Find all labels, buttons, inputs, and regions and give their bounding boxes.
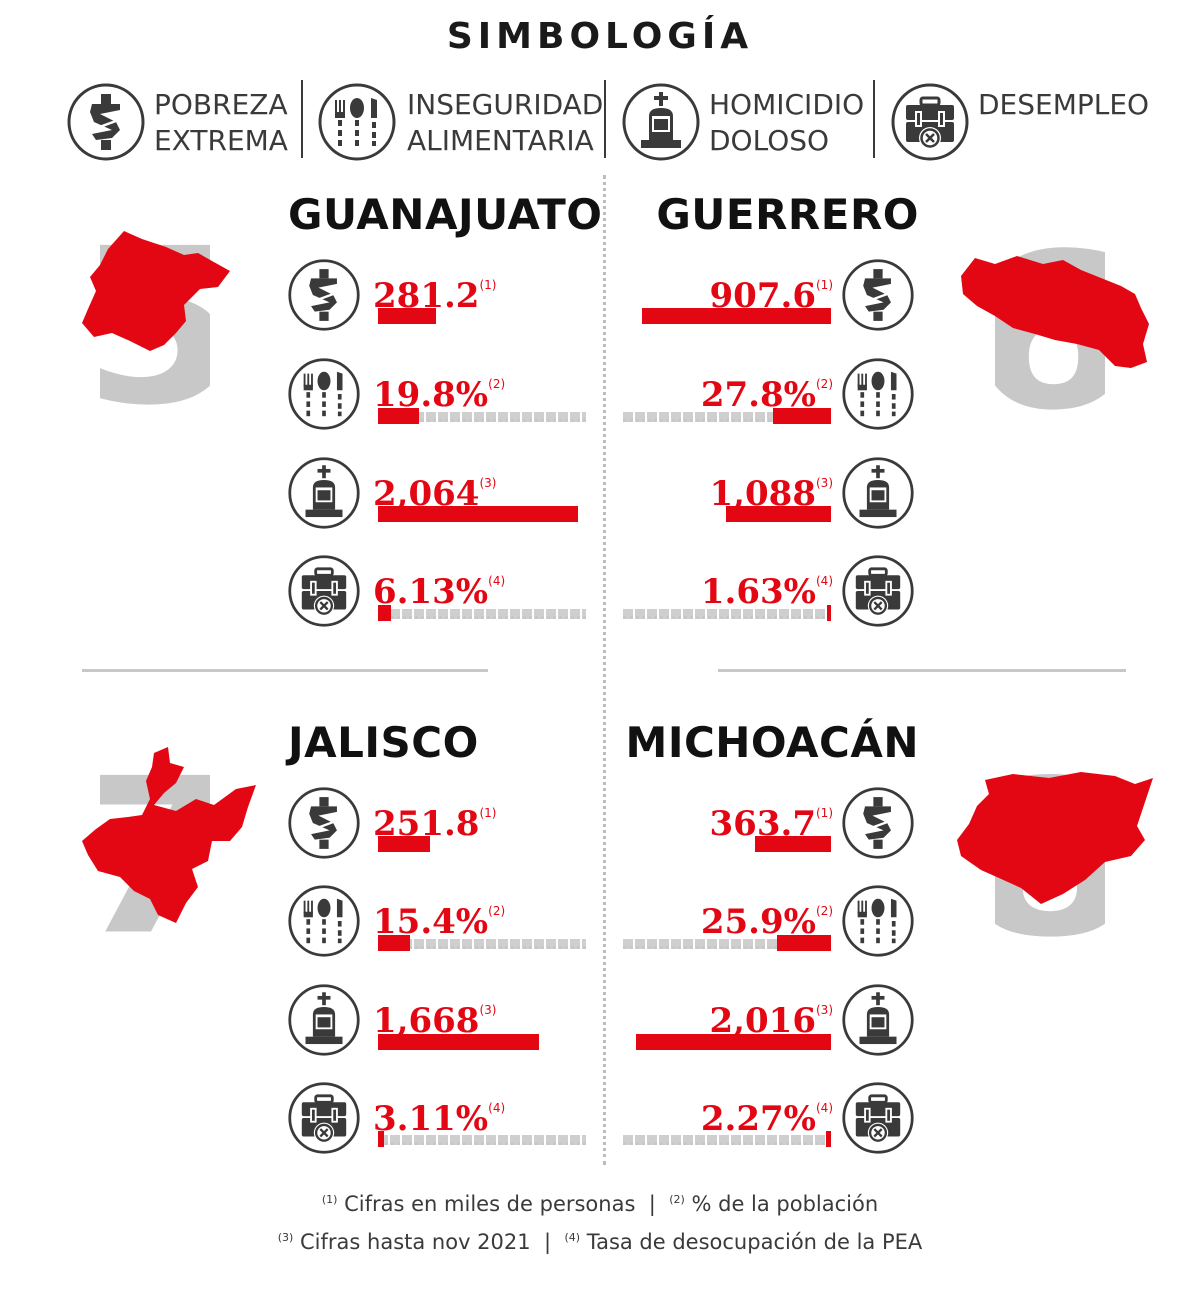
footnote-ref: (3) xyxy=(479,1003,497,1017)
bar-inseguridad-alimentaria-jalisco xyxy=(378,935,410,951)
footnote-ref: (1) xyxy=(479,806,497,820)
guanajuato-map xyxy=(82,231,230,351)
footnote-ref: (3) xyxy=(479,476,497,490)
bar-track xyxy=(378,609,586,619)
cutlery-icon xyxy=(317,82,397,162)
footnote-3: Cifras hasta nov 2021 xyxy=(300,1230,531,1254)
michoacan-map xyxy=(957,772,1153,904)
legend-divider xyxy=(301,80,303,158)
footnote-ref: (2) xyxy=(488,377,506,391)
briefcase-x-icon xyxy=(890,82,970,162)
tombstone-icon xyxy=(841,456,915,530)
state-name-guerrero: GUERRERO xyxy=(656,190,919,239)
bar-track xyxy=(623,939,831,949)
legend-label-line2: DOLOSO xyxy=(709,124,830,157)
money-icon xyxy=(66,82,146,162)
bar-desempleo-michoacán xyxy=(826,1131,831,1147)
legend-label-line1: HOMICIDIO xyxy=(709,88,865,121)
bar-desempleo-guerrero xyxy=(827,605,831,621)
briefcase-x-icon xyxy=(287,554,361,628)
bar-inseguridad-alimentaria-guerrero xyxy=(773,408,831,424)
briefcase-x-icon xyxy=(841,554,915,628)
bar-track xyxy=(623,412,831,422)
horizontal-divider xyxy=(718,669,1126,672)
bar-track xyxy=(378,412,586,422)
bar-track xyxy=(378,939,586,949)
footnote-2: % de la población xyxy=(691,1192,879,1216)
legend-label-line1: DESEMPLEO xyxy=(978,88,1150,121)
bar-pobreza-extrema-jalisco xyxy=(378,836,430,852)
money-icon xyxy=(841,258,915,332)
footnote-ref: (2) xyxy=(815,377,833,391)
legend-label-line1: POBREZA xyxy=(154,88,288,121)
bar-homicidio-doloso-jalisco xyxy=(378,1034,539,1050)
bar-track xyxy=(378,1135,586,1145)
legend-title: SIMBOLOGÍA xyxy=(446,16,754,57)
money-icon xyxy=(287,786,361,860)
horizontal-divider xyxy=(82,669,488,672)
data-label: 3.11%(4) xyxy=(373,1099,506,1139)
footnote-ref: (4) xyxy=(815,1101,833,1115)
tombstone-icon xyxy=(841,983,915,1057)
data-label: 25.9%(2) xyxy=(700,902,833,942)
state-name-jalisco: JALISCO xyxy=(288,718,479,767)
bar-pobreza-extrema-michoacán xyxy=(755,836,831,852)
footnote-line-2: (3) Cifras hasta nov 2021 | (4) Tasa de … xyxy=(277,1230,923,1254)
footnote-1: Cifras en miles de personas xyxy=(344,1192,636,1216)
bar-homicidio-doloso-guerrero xyxy=(726,506,831,522)
footnote-ref: (4) xyxy=(488,1101,506,1115)
footnote-4: Tasa de desocupación de la PEA xyxy=(586,1230,923,1254)
footnote-ref: (4) xyxy=(488,574,506,588)
bar-track xyxy=(623,609,831,619)
legend-label-line2: EXTREMA xyxy=(154,124,288,157)
footnote-ref: (3) xyxy=(815,1003,833,1017)
cutlery-icon xyxy=(287,884,361,958)
legend-label-line1: INSEGURIDAD xyxy=(407,88,604,121)
footnote-line-1: (1) Cifras en miles de personas | (2) % … xyxy=(321,1192,879,1216)
bar-pobreza-extrema-guerrero xyxy=(642,308,831,324)
cutlery-icon xyxy=(841,357,915,431)
legend-divider xyxy=(873,80,875,158)
cutlery-icon xyxy=(287,357,361,431)
bar-desempleo-jalisco xyxy=(378,1131,384,1147)
bar-inseguridad-alimentaria-michoacán xyxy=(777,935,831,951)
footnote-ref: (1) xyxy=(815,278,833,292)
footnote-ref: (1) xyxy=(815,806,833,820)
center-divider xyxy=(603,175,606,1165)
bar-desempleo-guanajuato xyxy=(378,605,391,621)
bar-pobreza-extrema-guanajuato xyxy=(378,308,436,324)
money-icon xyxy=(841,786,915,860)
briefcase-x-icon xyxy=(841,1081,915,1155)
briefcase-x-icon xyxy=(287,1081,361,1155)
tombstone-icon xyxy=(287,456,361,530)
footnote-ref: (3) xyxy=(815,476,833,490)
legend-label-line2: ALIMENTARIA xyxy=(407,124,594,157)
data-label: 2.27%(4) xyxy=(700,1099,833,1139)
footnote-ref: (4) xyxy=(815,574,833,588)
tombstone-icon xyxy=(621,82,701,162)
bar-homicidio-doloso-michoacán xyxy=(636,1034,831,1050)
bar-track xyxy=(623,1135,831,1145)
state-name-michoacan: MICHOACÁN xyxy=(625,718,919,767)
footnote-ref: (2) xyxy=(488,904,506,918)
tombstone-icon xyxy=(287,983,361,1057)
data-label: 6.13%(4) xyxy=(373,572,506,612)
money-icon xyxy=(287,258,361,332)
bar-inseguridad-alimentaria-guanajuato xyxy=(378,408,419,424)
footnote-ref: (1) xyxy=(479,278,497,292)
footnote-ref: (2) xyxy=(815,904,833,918)
data-label: 1.63%(4) xyxy=(700,572,833,612)
guerrero-map xyxy=(961,256,1149,368)
cutlery-icon xyxy=(841,884,915,958)
footnotes: (1) Cifras en miles de personas | (2) % … xyxy=(0,1183,1200,1259)
jalisco-map xyxy=(82,747,256,923)
bar-homicidio-doloso-guanajuato xyxy=(378,506,578,522)
state-name-guanajuato: GUANAJUATO xyxy=(288,190,603,239)
legend-divider xyxy=(604,80,606,158)
